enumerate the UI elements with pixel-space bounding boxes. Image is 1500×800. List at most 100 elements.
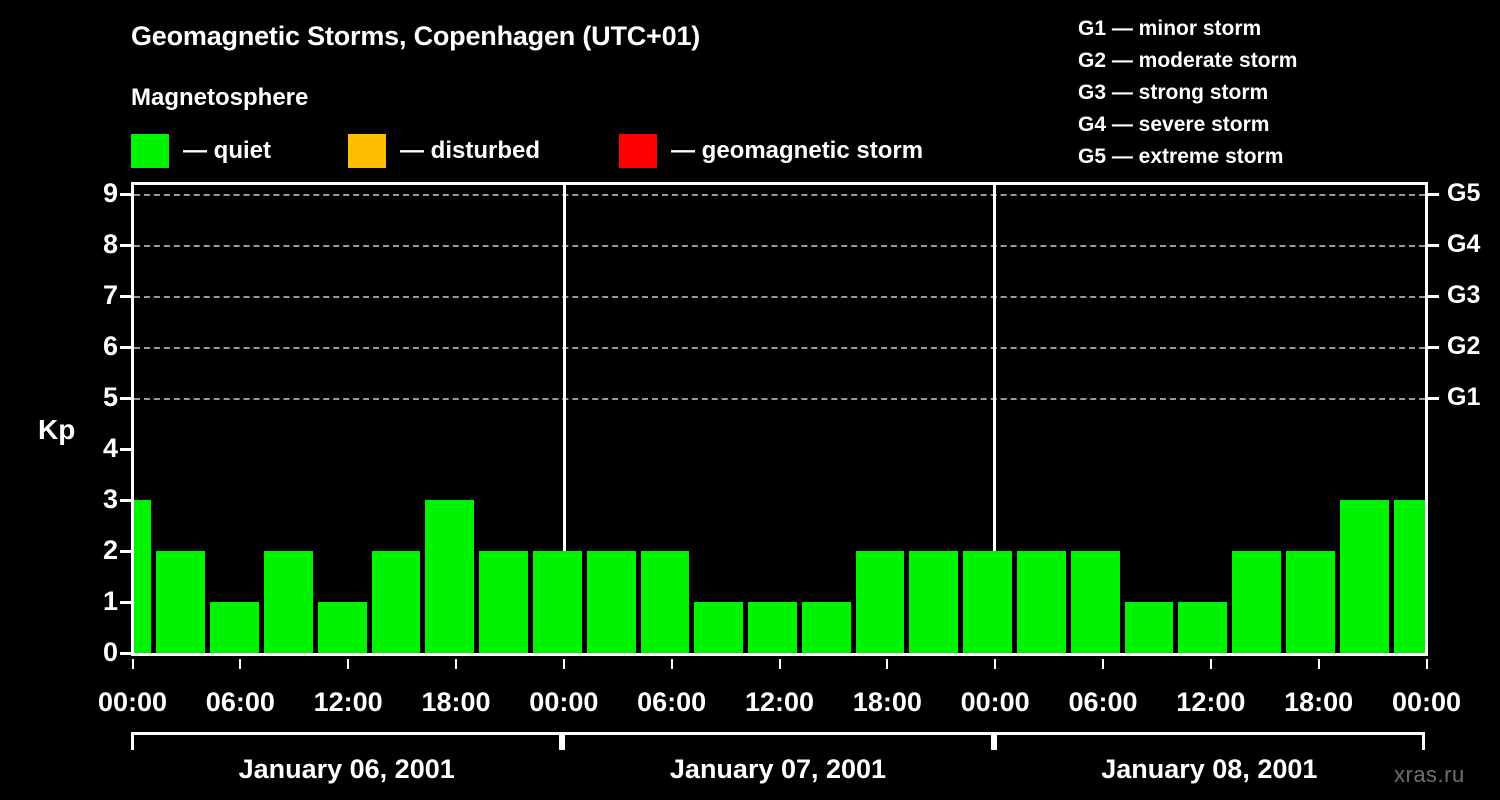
x-tick-mark-1 [239, 659, 242, 669]
legend-item-2[interactable]: — geomagnetic storm [619, 133, 923, 169]
y-tick-mark-4 [120, 448, 134, 451]
x-tick-label-6: 12:00 [744, 687, 815, 717]
x-tick-mark-0 [131, 659, 134, 669]
legend-item-label: — geomagnetic storm [671, 137, 924, 164]
y-tick-label-8: 8 [102, 229, 118, 259]
date-bracket-1 [562, 732, 994, 750]
g-scale-row-2: G2 — moderate storm [1078, 49, 1298, 72]
y-tick-mark-5 [120, 397, 134, 400]
chart-subtitle: Magnetosphere [131, 84, 309, 111]
x-tick-mark-8 [994, 659, 997, 669]
y-tick-mark-8 [120, 244, 134, 247]
page-title: Geomagnetic Storms, Copenhagen (UTC+01) [131, 21, 701, 51]
y-tick-label-2: 2 [102, 535, 118, 565]
x-tick-mark-11 [1317, 659, 1320, 669]
bar[interactable] [1393, 500, 1425, 653]
legend-color-swatch [131, 134, 169, 168]
bar[interactable] [210, 602, 259, 653]
x-tick-mark-7 [886, 659, 889, 669]
bar[interactable] [425, 500, 475, 653]
bar[interactable] [909, 551, 959, 653]
g-tick-mark-G5 [1425, 193, 1439, 196]
plot-inner [134, 185, 1425, 653]
x-tick-label-7: 18:00 [852, 687, 922, 717]
x-tick-mark-9 [1102, 659, 1104, 669]
bar[interactable] [586, 551, 636, 653]
x-tick-label-11: 18:00 [1284, 687, 1354, 717]
y-tick-label-0: 0 [102, 637, 118, 667]
g-tick-mark-G1 [1425, 397, 1439, 400]
y-tick-mark-3 [120, 499, 134, 502]
bar[interactable] [1232, 551, 1282, 653]
y-tick-label-5: 5 [102, 382, 118, 412]
bar[interactable] [801, 602, 851, 653]
bar[interactable] [1339, 500, 1389, 653]
bar[interactable] [640, 551, 690, 653]
y-tick-mark-2 [120, 550, 134, 553]
gridline-kp-8 [134, 245, 1425, 247]
bar[interactable] [371, 551, 421, 653]
x-tick-mark-3 [455, 659, 457, 669]
y-tick-label-1: 1 [102, 586, 118, 616]
bar[interactable] [963, 551, 1013, 653]
y-axis-label: Kp [38, 414, 76, 445]
bar[interactable] [748, 602, 797, 653]
bar[interactable] [855, 551, 905, 653]
g-tick-mark-G2 [1425, 346, 1439, 349]
x-tick-mark-6 [778, 659, 781, 669]
bar[interactable] [694, 602, 744, 653]
day-divider-2 [993, 185, 997, 653]
x-tick-label-4: 00:00 [529, 687, 599, 717]
legend-color-swatch [348, 134, 386, 168]
date-bracket-0 [131, 732, 563, 750]
bar[interactable] [532, 551, 582, 653]
y-tick-label-7: 7 [102, 280, 118, 310]
x-tick-mark-2 [347, 659, 350, 669]
x-tick-mark-5 [670, 659, 673, 669]
date-label-2: January 08, 2001 [1101, 754, 1318, 784]
gridline-kp-6 [134, 347, 1425, 349]
date-label-1: January 07, 2001 [669, 754, 887, 784]
legend-color-swatch [619, 134, 657, 168]
y-tick-label-4: 4 [102, 433, 118, 463]
y-tick-label-6: 6 [102, 331, 118, 361]
g-tick-mark-G3 [1425, 295, 1439, 298]
plot-area [131, 182, 1428, 656]
x-tick-mark-4 [562, 659, 565, 669]
legend-item-label: — quiet [183, 137, 271, 164]
y-tick-mark-6 [120, 346, 134, 349]
legend-item-0[interactable]: — quiet [131, 133, 271, 169]
x-tick-label-8: 00:00 [960, 687, 1030, 717]
bar[interactable] [263, 551, 313, 653]
bar[interactable] [156, 551, 206, 653]
y-tick-mark-9 [120, 193, 134, 196]
y-tick-mark-7 [120, 295, 134, 298]
bar[interactable] [134, 500, 152, 653]
x-tick-label-0: 00:00 [97, 687, 168, 717]
bar[interactable] [1017, 551, 1066, 653]
day-divider-1 [562, 185, 566, 653]
x-tick-label-1: 06:00 [205, 687, 275, 717]
g-scale-row-3: G3 — strong storm [1078, 81, 1269, 104]
date-bracket-2 [993, 732, 1425, 750]
bar[interactable] [479, 551, 528, 653]
gridline-kp-5 [134, 398, 1425, 400]
x-tick-label-12: 00:00 [1391, 687, 1462, 717]
legend-item-label: — disturbed [400, 137, 541, 164]
g-tick-label-G1: G1 [1447, 383, 1481, 411]
bar[interactable] [1286, 551, 1335, 653]
x-tick-label-10: 12:00 [1176, 687, 1246, 717]
x-tick-label-5: 06:00 [637, 687, 707, 717]
x-tick-mark-10 [1209, 659, 1212, 669]
bar[interactable] [1124, 602, 1174, 653]
g-tick-label-G4: G4 [1447, 230, 1481, 258]
bar[interactable] [317, 602, 367, 653]
x-tick-label-9: 06:00 [1068, 687, 1138, 717]
bar[interactable] [1070, 551, 1120, 653]
legend-item-1[interactable]: — disturbed [348, 133, 540, 169]
g-scale-row-4: G4 — severe storm [1078, 113, 1270, 136]
bar[interactable] [1178, 602, 1228, 653]
y-tick-label-9: 9 [102, 178, 118, 208]
g-tick-label-G5: G5 [1447, 179, 1481, 207]
g-scale-row-1: G1 — minor storm [1078, 17, 1262, 40]
